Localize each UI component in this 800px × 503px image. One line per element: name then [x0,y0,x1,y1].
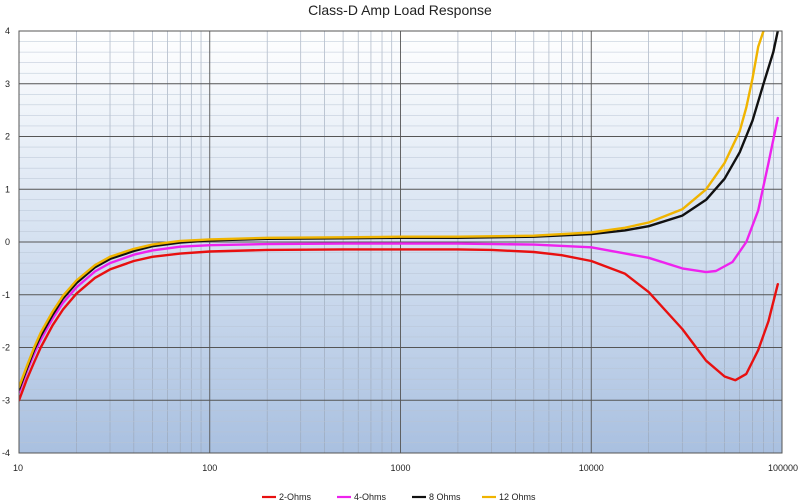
chart-title: Class-D Amp Load Response [308,2,492,18]
y-tick-label: 4 [5,26,10,36]
series-line-2-ohms [19,248,779,402]
legend: 2-Ohms 4-Ohms 8 Ohms 12 Ohms [262,492,536,502]
x-tick-label: 100 [202,463,217,473]
y-tick-label: 2 [5,132,10,142]
y-axis-tick-labels: -4 -3 -2 -1 0 1 2 3 4 [2,26,10,458]
y-tick-label: 0 [5,237,10,247]
y-tick-label: -4 [2,448,10,458]
series-line-4-ohms [19,116,779,394]
legend-label: 4-Ohms [354,492,387,502]
legend-label: 8 Ohms [429,492,461,502]
series-lines [19,31,779,402]
y-tick-label: 1 [5,184,10,194]
y-tick-label: -2 [2,343,10,353]
y-tick-label: 3 [5,79,10,89]
legend-label: 12 Ohms [499,492,536,502]
series-line-12-ohms [19,31,765,389]
legend-label: 2-Ohms [279,492,312,502]
x-tick-label: 100000 [768,463,798,473]
x-tick-label: 1000 [390,463,410,473]
x-tick-label: 10 [13,463,23,473]
x-axis-tick-labels: 10 100 1000 10000 100000 [13,463,798,473]
y-tick-label: -3 [2,395,10,405]
y-tick-label: -1 [2,290,10,300]
x-tick-label: 10000 [579,463,604,473]
plot-border [18,30,783,454]
